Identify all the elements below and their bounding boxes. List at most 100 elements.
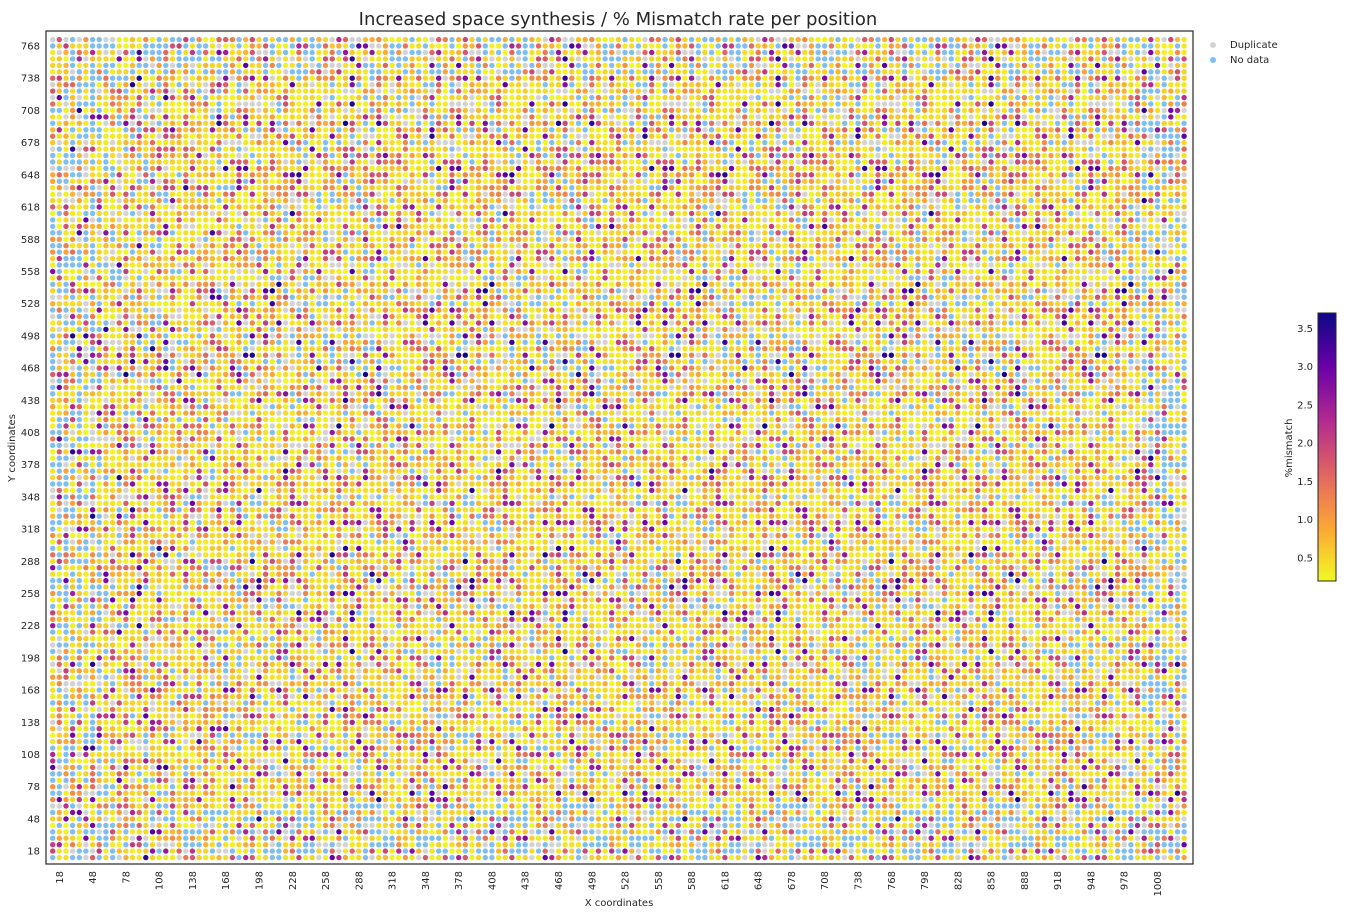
data-point [256, 56, 262, 62]
data-point [196, 88, 202, 94]
data-point [156, 584, 162, 590]
data-point [256, 455, 262, 461]
data-point [50, 764, 56, 771]
data-point [176, 371, 182, 378]
data-point [183, 442, 189, 449]
data-point [209, 635, 216, 642]
data-point [163, 803, 169, 809]
data-point [256, 371, 262, 378]
data-point [176, 352, 182, 358]
data-point [216, 610, 222, 616]
data-point [103, 455, 109, 461]
data-point [183, 758, 189, 764]
data-point [103, 732, 109, 738]
data-point [289, 648, 295, 655]
data-point [296, 732, 302, 738]
data-point [96, 809, 102, 816]
data-point [216, 745, 222, 751]
data-point [56, 101, 62, 107]
data-point [89, 848, 96, 854]
data-point [163, 681, 169, 687]
data-point [76, 268, 83, 275]
data-point [56, 687, 62, 693]
data-point [249, 745, 255, 751]
data-point [143, 307, 149, 313]
data-point [123, 294, 129, 300]
data-point [249, 69, 255, 75]
data-point [262, 43, 269, 49]
data-point [296, 468, 302, 474]
data-point [129, 397, 136, 403]
data-point [56, 507, 62, 513]
data-point [229, 230, 236, 236]
data-point [129, 648, 136, 655]
data-point [223, 655, 229, 661]
data-point [169, 152, 176, 159]
data-point [236, 281, 242, 287]
data-point [236, 661, 242, 667]
data-point [63, 648, 69, 655]
data-point [196, 803, 202, 809]
data-point [143, 313, 149, 320]
data-point [149, 127, 156, 133]
data-point [56, 829, 62, 835]
data-point [149, 494, 156, 500]
data-point [63, 494, 69, 500]
data-point [249, 539, 255, 545]
data-point [223, 513, 229, 519]
data-point [169, 313, 176, 320]
data-point [289, 82, 295, 88]
data-point [196, 719, 202, 725]
data-point [236, 88, 242, 94]
data-point [269, 700, 275, 706]
data-point [123, 758, 129, 764]
data-point [69, 294, 76, 300]
data-point [143, 590, 149, 597]
data-point [209, 358, 216, 365]
data-point [50, 642, 56, 648]
data-point [276, 623, 282, 629]
data-point [269, 726, 275, 732]
data-point [276, 552, 282, 558]
data-point [223, 436, 229, 442]
data-point [50, 152, 56, 159]
data-point [276, 693, 282, 700]
data-point [129, 629, 136, 635]
data-point [223, 120, 229, 127]
data-point [196, 610, 202, 616]
data-point [50, 751, 56, 758]
data-point [302, 655, 309, 661]
data-point [296, 36, 302, 43]
data-point [223, 751, 229, 758]
data-point [282, 803, 289, 809]
data-point [196, 481, 202, 487]
data-point [262, 513, 269, 519]
data-point [156, 185, 162, 191]
data-point [203, 365, 209, 371]
data-point [183, 777, 189, 783]
data-point [136, 642, 142, 648]
data-point [56, 713, 62, 719]
data-point [249, 442, 255, 449]
data-point [76, 442, 83, 449]
data-point [302, 597, 309, 603]
data-point [69, 835, 76, 841]
data-point [129, 474, 136, 481]
data-point [76, 230, 83, 236]
data-point [302, 185, 309, 191]
data-point [216, 120, 222, 127]
data-point [289, 371, 295, 378]
data-point [302, 790, 309, 796]
data-point [109, 732, 116, 738]
data-point [116, 790, 122, 796]
data-point [156, 43, 162, 49]
data-point [189, 532, 196, 539]
data-point [129, 719, 136, 725]
data-point [229, 526, 236, 532]
data-point [176, 552, 182, 558]
data-point [50, 178, 56, 184]
data-point [203, 159, 209, 165]
data-point [262, 217, 269, 223]
data-point [256, 36, 262, 43]
data-point [123, 210, 129, 217]
